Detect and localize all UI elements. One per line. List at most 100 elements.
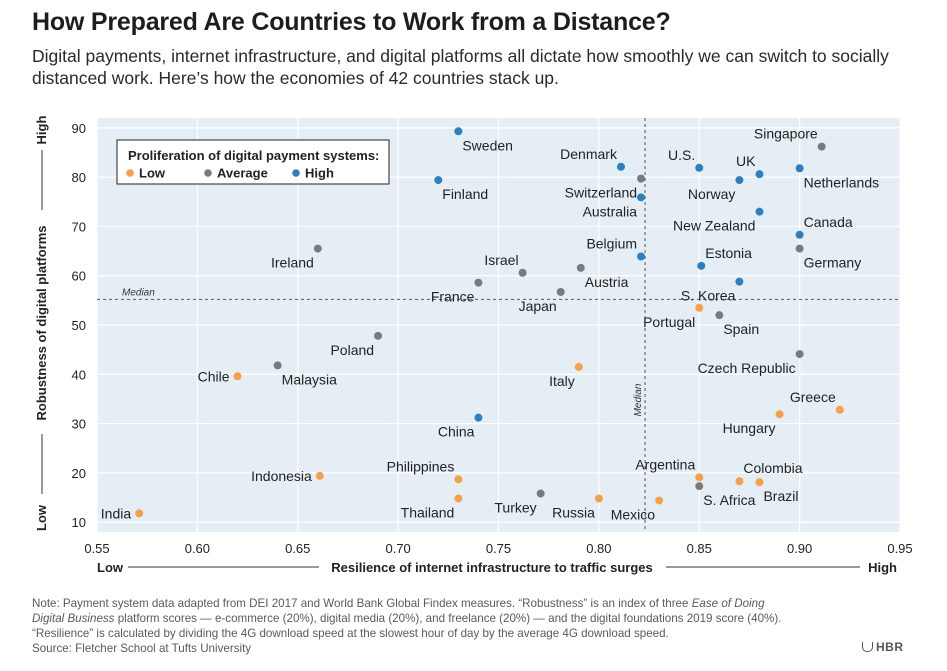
x-axis-low-label: Low	[97, 560, 124, 575]
y-tick-label: 90	[72, 121, 86, 136]
data-point	[273, 361, 282, 370]
note-line2: platform scores — e-commerce (20%), digi…	[114, 612, 782, 625]
legend-swatch-high	[292, 169, 300, 177]
legend-label-average: Average	[217, 166, 268, 181]
legend-swatch-average	[204, 169, 212, 177]
data-point	[695, 482, 704, 491]
legend-label-high: High	[305, 166, 334, 181]
data-label: China	[438, 424, 475, 440]
data-label: Mexico	[611, 506, 656, 522]
data-label: Chile	[198, 368, 230, 384]
note-em1: Ease of Doing	[691, 597, 765, 610]
data-point	[556, 287, 565, 296]
data-point	[233, 372, 242, 381]
y-axis-low-label: Low	[34, 504, 49, 531]
data-label: Austria	[585, 274, 629, 290]
data-label: Israel	[484, 252, 518, 268]
data-label: Thailand	[401, 504, 455, 520]
data-point	[594, 494, 603, 503]
data-label: Philippines	[387, 458, 455, 474]
data-label: Poland	[330, 342, 374, 358]
data-label: Italy	[549, 373, 575, 389]
data-label: Japan	[519, 298, 557, 314]
data-point	[315, 471, 324, 480]
x-tick-label: 0.70	[385, 541, 410, 556]
data-point	[574, 362, 583, 371]
y-tick-label: 80	[72, 170, 86, 185]
data-label: Australia	[583, 203, 638, 219]
data-point	[697, 261, 706, 270]
x-axis-title: Resilience of internet infrastructure to…	[331, 560, 652, 575]
data-point	[795, 350, 804, 359]
y-tick-label: 40	[72, 367, 86, 382]
x-tick-label: 0.55	[84, 541, 109, 556]
data-point	[795, 164, 804, 173]
data-label: Malaysia	[282, 371, 337, 387]
y-tick-label: 70	[72, 219, 86, 234]
data-label: Hungary	[723, 420, 776, 436]
data-label: France	[431, 289, 475, 305]
data-point	[735, 277, 744, 286]
hbr-shield-icon	[862, 642, 873, 652]
data-point	[755, 170, 764, 179]
note-line1: Note: Payment system data adapted from D…	[32, 597, 692, 610]
data-label: Russia	[552, 504, 595, 520]
x-tick-label: 0.75	[486, 541, 511, 556]
legend-label-low: Low	[139, 166, 166, 181]
data-label: Belgium	[586, 235, 637, 251]
data-point	[474, 278, 483, 287]
chart-title: How Prepared Are Countries to Work from …	[32, 8, 671, 36]
data-point	[616, 162, 625, 171]
data-point	[637, 193, 646, 202]
data-label: Germany	[804, 255, 862, 271]
data-point	[536, 489, 545, 498]
data-label: New Zealand	[673, 218, 756, 234]
data-label: Czech Republic	[698, 360, 796, 376]
data-label: Portugal	[643, 314, 695, 330]
data-label: Finland	[442, 186, 488, 202]
data-point	[374, 331, 383, 340]
data-label: Singapore	[754, 126, 818, 142]
data-point	[775, 410, 784, 419]
chart-subtitle: Digital payments, internet infrastructur…	[32, 46, 889, 88]
median-x-label: Median	[633, 383, 644, 416]
data-label: Brazil	[763, 488, 798, 504]
data-label: Netherlands	[804, 174, 880, 190]
x-axis-high-label: High	[868, 560, 897, 575]
scatter-chart: Median Median 0.55 0.60 0.65 0.70 0.75 0.80 0.85…	[34, 116, 913, 575]
data-point	[434, 176, 443, 185]
x-tick-label: 0.95	[887, 541, 912, 556]
x-tick-label: 0.85	[687, 541, 712, 556]
legend-swatch-low	[126, 169, 134, 177]
data-label: S. Africa	[703, 492, 755, 508]
data-point	[835, 405, 844, 414]
data-point	[637, 252, 646, 261]
data-label: Norway	[688, 186, 735, 202]
data-label: S. Korea	[681, 288, 736, 304]
data-point	[735, 176, 744, 185]
data-label: Ireland	[271, 255, 314, 271]
data-label: India	[101, 505, 132, 521]
data-point	[695, 163, 704, 172]
data-label: Denmark	[560, 146, 618, 162]
data-point	[135, 509, 144, 518]
data-point	[518, 268, 527, 277]
data-label: Sweden	[462, 137, 513, 153]
legend-title: Proliferation of digital payment systems…	[128, 148, 379, 163]
data-point	[755, 478, 764, 487]
data-point	[695, 473, 704, 482]
y-axis-title: Robustness of digital platforms	[34, 225, 49, 420]
data-point	[576, 263, 585, 272]
data-label: UK	[736, 153, 756, 169]
median-y-label: Median	[122, 287, 155, 298]
data-label: Argentina	[635, 456, 695, 472]
data-point	[755, 207, 764, 216]
chart-note: Note: Payment system data adapted from D…	[32, 596, 912, 641]
data-point	[454, 127, 463, 136]
y-tick-label: 50	[72, 318, 86, 333]
data-point	[454, 475, 463, 484]
data-point	[695, 303, 704, 312]
data-label: Colombia	[743, 460, 802, 476]
x-tick-label: 0.80	[586, 541, 611, 556]
data-label: Spain	[723, 321, 759, 337]
